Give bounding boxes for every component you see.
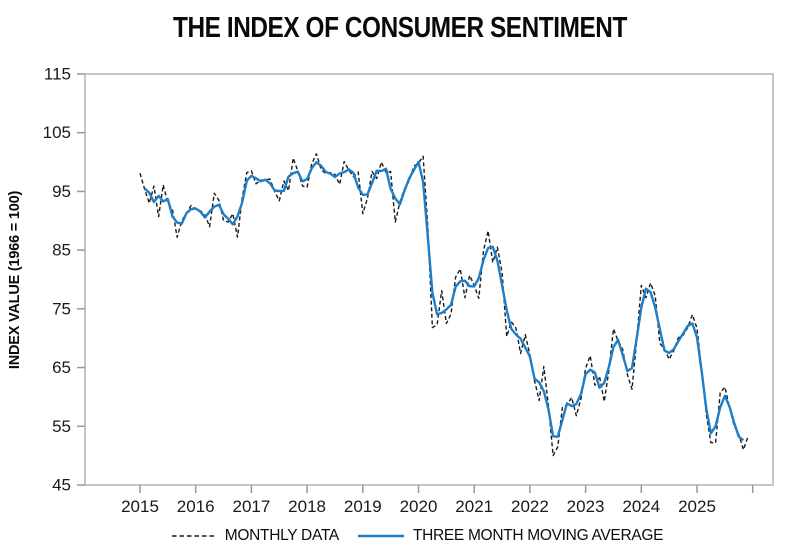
monthly-data-line (139, 153, 749, 457)
x-tick-label: 2015 (121, 497, 159, 516)
chart-legend: MONTHLY DATA THREE MONTH MOVING AVERAGE (0, 527, 800, 545)
dashed-line-icon (171, 535, 216, 537)
y-tick-label: 45 (52, 476, 71, 495)
legend-label-moving-average: THREE MONTH MOVING AVERAGE (412, 527, 664, 544)
y-tick-label: 55 (52, 417, 71, 436)
x-tick-label: 2016 (177, 497, 215, 516)
y-tick-label: 95 (52, 182, 71, 201)
y-tick-label: 115 (44, 65, 71, 84)
x-tick-label: 2024 (622, 497, 660, 516)
legend-label-monthly: MONTHLY DATA (224, 527, 339, 544)
y-tick-label: 105 (43, 123, 71, 142)
x-tick-label: 2025 (678, 497, 716, 516)
x-tick-label: 2023 (567, 497, 605, 516)
x-tick-label: 2020 (400, 497, 438, 516)
y-tick-label: 75 (52, 299, 71, 318)
x-tick-label: 2018 (288, 497, 326, 516)
y-tick-label: 85 (52, 241, 71, 260)
y-tick-label: 65 (52, 358, 71, 377)
x-tick-label: 2019 (344, 497, 382, 516)
plot-frame (84, 73, 774, 486)
x-tick-label: 2017 (232, 497, 270, 516)
x-tick-label: 2022 (511, 497, 549, 516)
legend-item-monthly: MONTHLY DATA (171, 527, 339, 545)
chart-title: THE INDEX OF CONSUMER SENTIMENT (173, 12, 627, 44)
x-tick-label: 2021 (455, 497, 493, 516)
moving-average-line (143, 160, 745, 442)
legend-item-moving-average: THREE MONTH MOVING AVERAGE (357, 527, 663, 545)
solid-line-icon (357, 534, 404, 538)
